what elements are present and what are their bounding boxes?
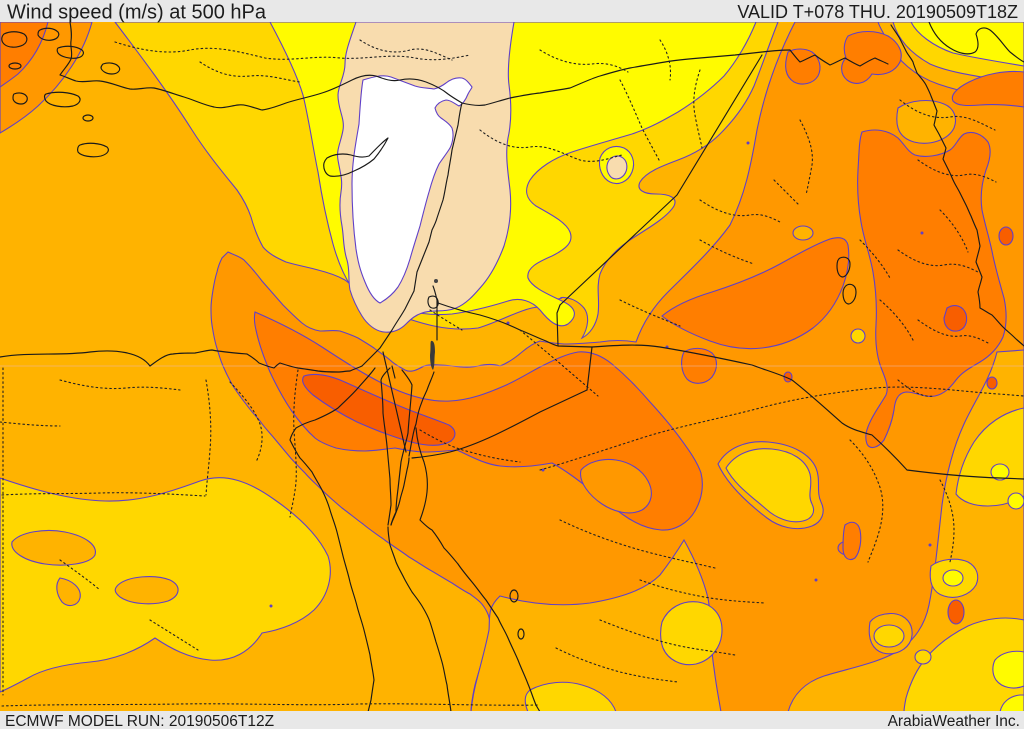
svg-text:ArabiaWeather Inc.: ArabiaWeather Inc. (888, 713, 1020, 729)
svg-text:ECMWF MODEL RUN: 20190506T12Z: ECMWF MODEL RUN: 20190506T12Z (5, 713, 274, 729)
svg-text:Wind speed (m/s) at 500 hPa: Wind speed (m/s) at 500 hPa (7, 2, 267, 24)
svg-text:VALID T+078 THU. 20190509T18Z: VALID T+078 THU. 20190509T18Z (737, 2, 1018, 22)
